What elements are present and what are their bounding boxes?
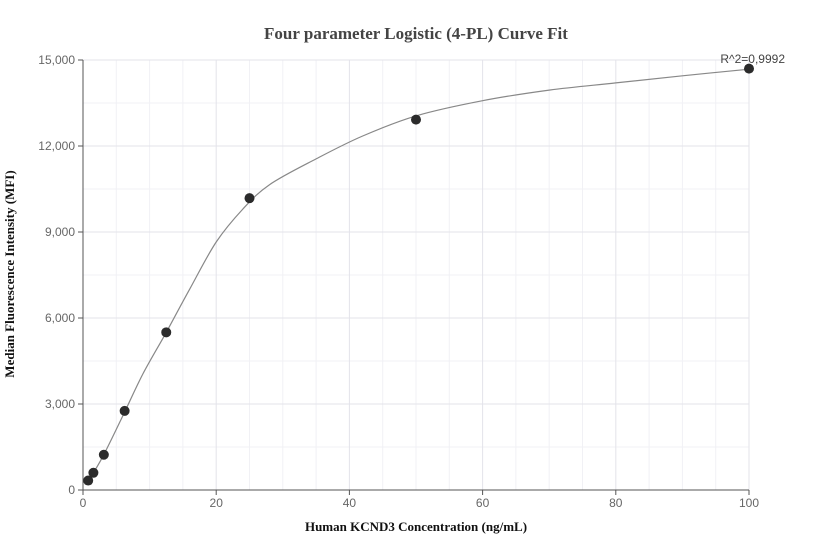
y-tick-label: 6,000 [45,311,75,325]
data-point [411,114,421,125]
data-point [119,405,130,416]
data-point [98,449,109,460]
data-point [88,467,99,478]
data-point [244,193,255,204]
fit-curve-line [87,68,750,482]
x-tick-label: 100 [739,496,759,510]
r-squared-annotation: R^2=0,9992 [720,52,785,66]
data-point [83,475,94,486]
tick-labels: 0 20 40 60 80 100 0 3,000 6,000 9,000 12,000 15,000 [38,53,759,510]
y-tick-label: 9,000 [45,225,75,239]
x-tick-label: 0 [80,496,87,510]
data-point [744,63,754,74]
chart-title: Four parameter Logistic (4-PL) Curve Fit [264,24,568,43]
y-tick-label: 15,000 [38,53,75,67]
x-axis-label: Human KCND3 Concentration (ng/mL) [305,519,527,534]
y-tick-label: 12,000 [38,139,75,153]
axes [78,59,750,495]
y-tick-label: 0 [68,483,75,497]
data-point [161,327,172,338]
x-tick-label: 80 [609,496,623,510]
grid [83,59,750,490]
y-tick-label: 3,000 [45,397,75,411]
data-points [83,63,754,486]
y-axis-label: Median Fluorescence Intensity (MFI) [2,170,17,377]
x-tick-label: 40 [343,496,357,510]
x-tick-label: 20 [210,496,224,510]
x-tick-label: 60 [476,496,490,510]
